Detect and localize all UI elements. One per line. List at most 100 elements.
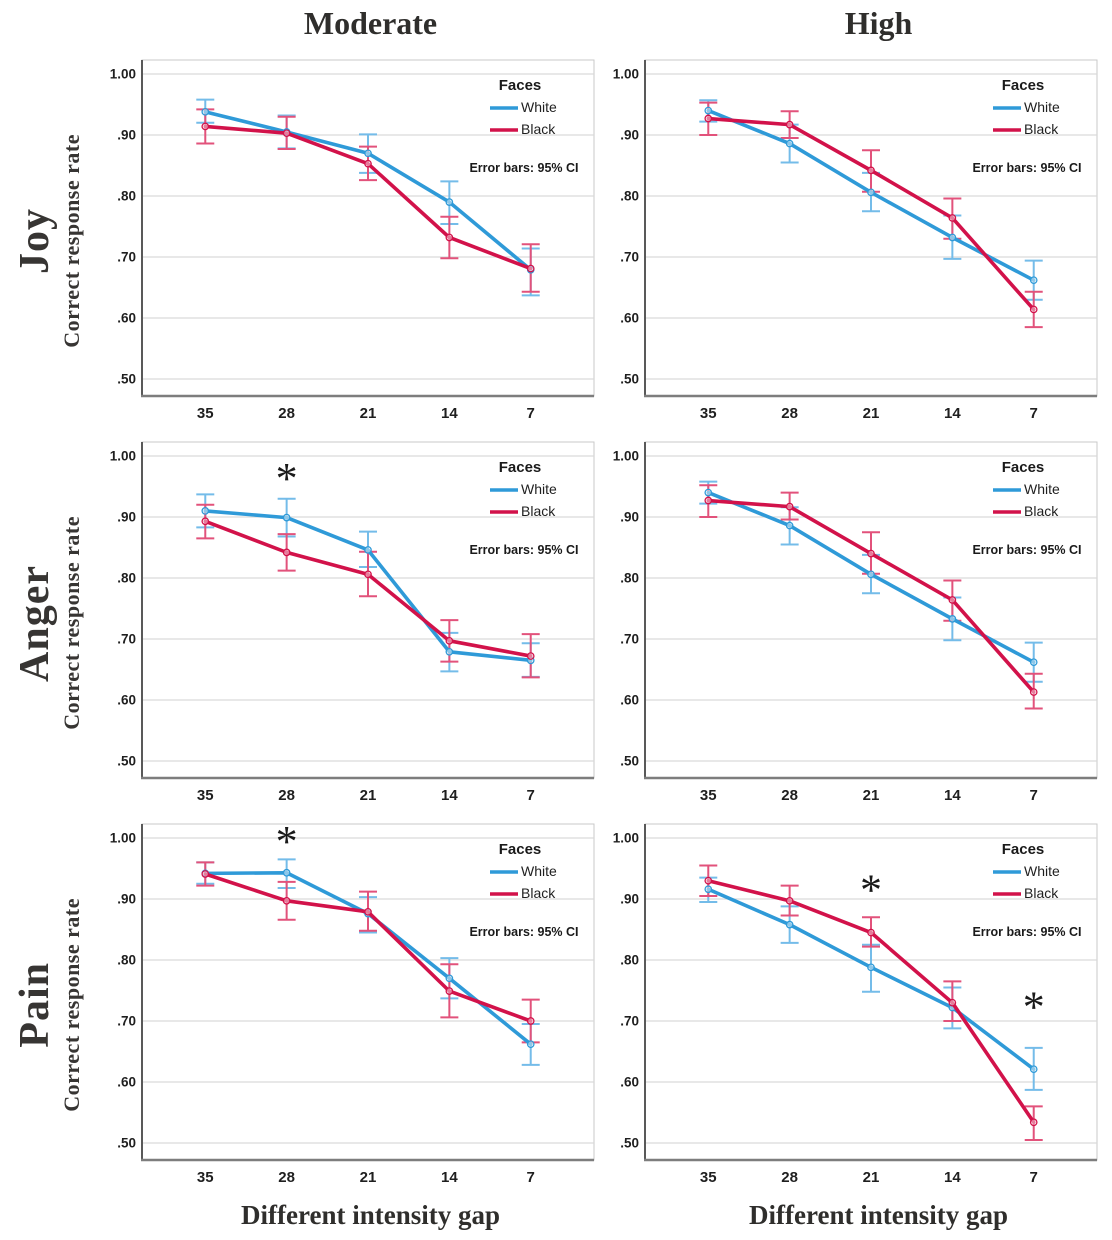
x-axis-ticks: 35 28 21 14 7 (197, 1169, 535, 1186)
svg-text:28: 28 (781, 1169, 798, 1186)
svg-text:21: 21 (863, 405, 880, 422)
svg-text:1.00: 1.00 (613, 831, 639, 846)
svg-text:.90: .90 (620, 510, 639, 525)
series-line-black (706, 116, 1036, 312)
chart-joy-high: 1.00 .90 .80 .70 .60 .50 35 28 21 14 7 Faces White Bl… (613, 59, 1098, 422)
svg-text:35: 35 (700, 1169, 717, 1186)
svg-text:14: 14 (944, 1169, 961, 1186)
emotion-label-joy: Joy (12, 208, 58, 274)
series-line-white (203, 509, 533, 663)
legend-label-white: White (521, 863, 557, 879)
series-markers-black (704, 876, 1038, 1127)
series-line-black (203, 872, 533, 1023)
x-axis-ticks: 35 28 21 14 7 (197, 405, 535, 422)
y-axis-ticks: 1.00 .90 .80 .70 .60 .50 (110, 67, 136, 387)
svg-text:.60: .60 (620, 1075, 639, 1090)
gridlines (142, 837, 594, 1144)
column-title-high: High (844, 5, 913, 41)
svg-text:28: 28 (278, 787, 295, 804)
series-markers-black (201, 517, 535, 660)
svg-text:35: 35 (197, 1169, 214, 1186)
legend-label-black: Black (1024, 121, 1059, 137)
series-line-black (203, 124, 533, 271)
svg-text:.80: .80 (620, 953, 639, 968)
row-label-joy: Joy Correct response rate (0, 50, 96, 432)
panel-anger-moderate: 1.00 .90 .80 .70 .60 .50 35 28 21 14 7 * Faces White B… (96, 432, 599, 814)
svg-text:.60: .60 (620, 311, 639, 326)
svg-text:.70: .70 (117, 250, 136, 265)
series-markers-black (201, 870, 535, 1025)
svg-text:.50: .50 (117, 1136, 136, 1151)
svg-text:.60: .60 (117, 1075, 136, 1090)
panel-joy-high: 1.00 .90 .80 .70 .60 .50 35 28 21 14 7 Faces White Bl… (599, 50, 1112, 432)
svg-text:28: 28 (278, 405, 295, 422)
svg-text:.50: .50 (620, 372, 639, 387)
series-markers-white (201, 507, 535, 665)
y-axis-ticks: 1.00 .90 .80 .70 .60 .50 (613, 449, 639, 769)
svg-text:.60: .60 (620, 693, 639, 708)
x-axis-ticks: 35 28 21 14 7 (700, 405, 1038, 422)
row-label-anger: Anger Correct response rate (0, 432, 96, 814)
svg-text:.90: .90 (117, 510, 136, 525)
series-markers-black (201, 122, 535, 273)
svg-text:.80: .80 (620, 189, 639, 204)
gridlines (142, 73, 594, 380)
x-axis-title-right: Different intensity gap (749, 1200, 1008, 1230)
chart-pain-moderate: 1.00 .90 .80 .70 .60 .50 35 28 21 14 7 * Faces White B… (110, 817, 595, 1186)
svg-text:.90: .90 (620, 128, 639, 143)
significance-asterisk: * (860, 865, 882, 914)
y-axis-title-anger: Correct response rate (59, 516, 84, 730)
error-bars-note: Error bars: 95% CI (972, 543, 1081, 557)
row-label-pain: Pain Correct response rate (0, 814, 96, 1196)
chart-joy-moderate: 1.00 .90 .80 .70 .60 .50 35 28 21 14 7 Faces White Bl… (110, 59, 595, 422)
svg-text:.70: .70 (620, 632, 639, 647)
svg-text:21: 21 (863, 1169, 880, 1186)
significance-asterisk: * (1023, 982, 1045, 1031)
svg-text:.80: .80 (117, 189, 136, 204)
svg-text:7: 7 (527, 787, 535, 804)
legend-title: Faces (499, 77, 542, 94)
svg-text:14: 14 (441, 1169, 458, 1186)
x-axis-ticks: 35 28 21 14 7 (700, 787, 1038, 804)
legend-label-black: Black (521, 121, 556, 137)
legend: Faces White Black Error bars: 95% CI (469, 77, 578, 175)
svg-text:.50: .50 (117, 372, 136, 387)
svg-text:.50: .50 (620, 754, 639, 769)
svg-text:28: 28 (781, 405, 798, 422)
legend-label-white: White (1024, 481, 1060, 497)
svg-text:28: 28 (278, 1169, 295, 1186)
svg-text:.90: .90 (117, 128, 136, 143)
emotion-label-anger: Anger (12, 564, 58, 682)
y-axis-ticks: 1.00 .90 .80 .70 .60 .50 (613, 831, 639, 1151)
legend: Faces White Black Error bars: 95% CI (972, 77, 1081, 175)
svg-text:21: 21 (360, 1169, 377, 1186)
svg-text:.50: .50 (117, 754, 136, 769)
svg-text:7: 7 (1030, 405, 1038, 422)
svg-text:.60: .60 (117, 311, 136, 326)
series-markers-white (704, 488, 1038, 667)
svg-text:1.00: 1.00 (613, 449, 639, 464)
series-line-white (203, 110, 533, 272)
svg-text:35: 35 (197, 405, 214, 422)
svg-text:7: 7 (1030, 1169, 1038, 1186)
significance-asterisk: * (276, 817, 298, 866)
series-markers-black (704, 496, 1038, 696)
panel-pain-high: 1.00 .90 .80 .70 .60 .50 35 28 21 14 7 * * Faces White… (599, 814, 1112, 1196)
error-bars-note: Error bars: 95% CI (972, 925, 1081, 939)
svg-text:.70: .70 (620, 1014, 639, 1029)
x-axis-ticks: 35 28 21 14 7 (700, 1169, 1038, 1186)
svg-text:1.00: 1.00 (613, 67, 639, 82)
gridlines (142, 455, 594, 762)
series-markers-black (704, 114, 1038, 314)
error-bars-black (699, 101, 1043, 329)
chart-pain-high: 1.00 .90 .80 .70 .60 .50 35 28 21 14 7 * * Faces White… (613, 823, 1098, 1186)
legend: Faces White Black Error bars: 95% CI (469, 459, 578, 557)
legend-title: Faces (499, 841, 542, 858)
legend: Faces White Black Error bars: 95% CI (972, 841, 1081, 939)
svg-text:.70: .70 (620, 250, 639, 265)
y-axis-title-pain: Correct response rate (59, 898, 84, 1112)
panel-joy-moderate: 1.00 .90 .80 .70 .60 .50 35 28 21 14 7 Faces White Bl… (96, 50, 599, 432)
svg-text:.80: .80 (117, 953, 136, 968)
legend-label-white: White (1024, 99, 1060, 115)
